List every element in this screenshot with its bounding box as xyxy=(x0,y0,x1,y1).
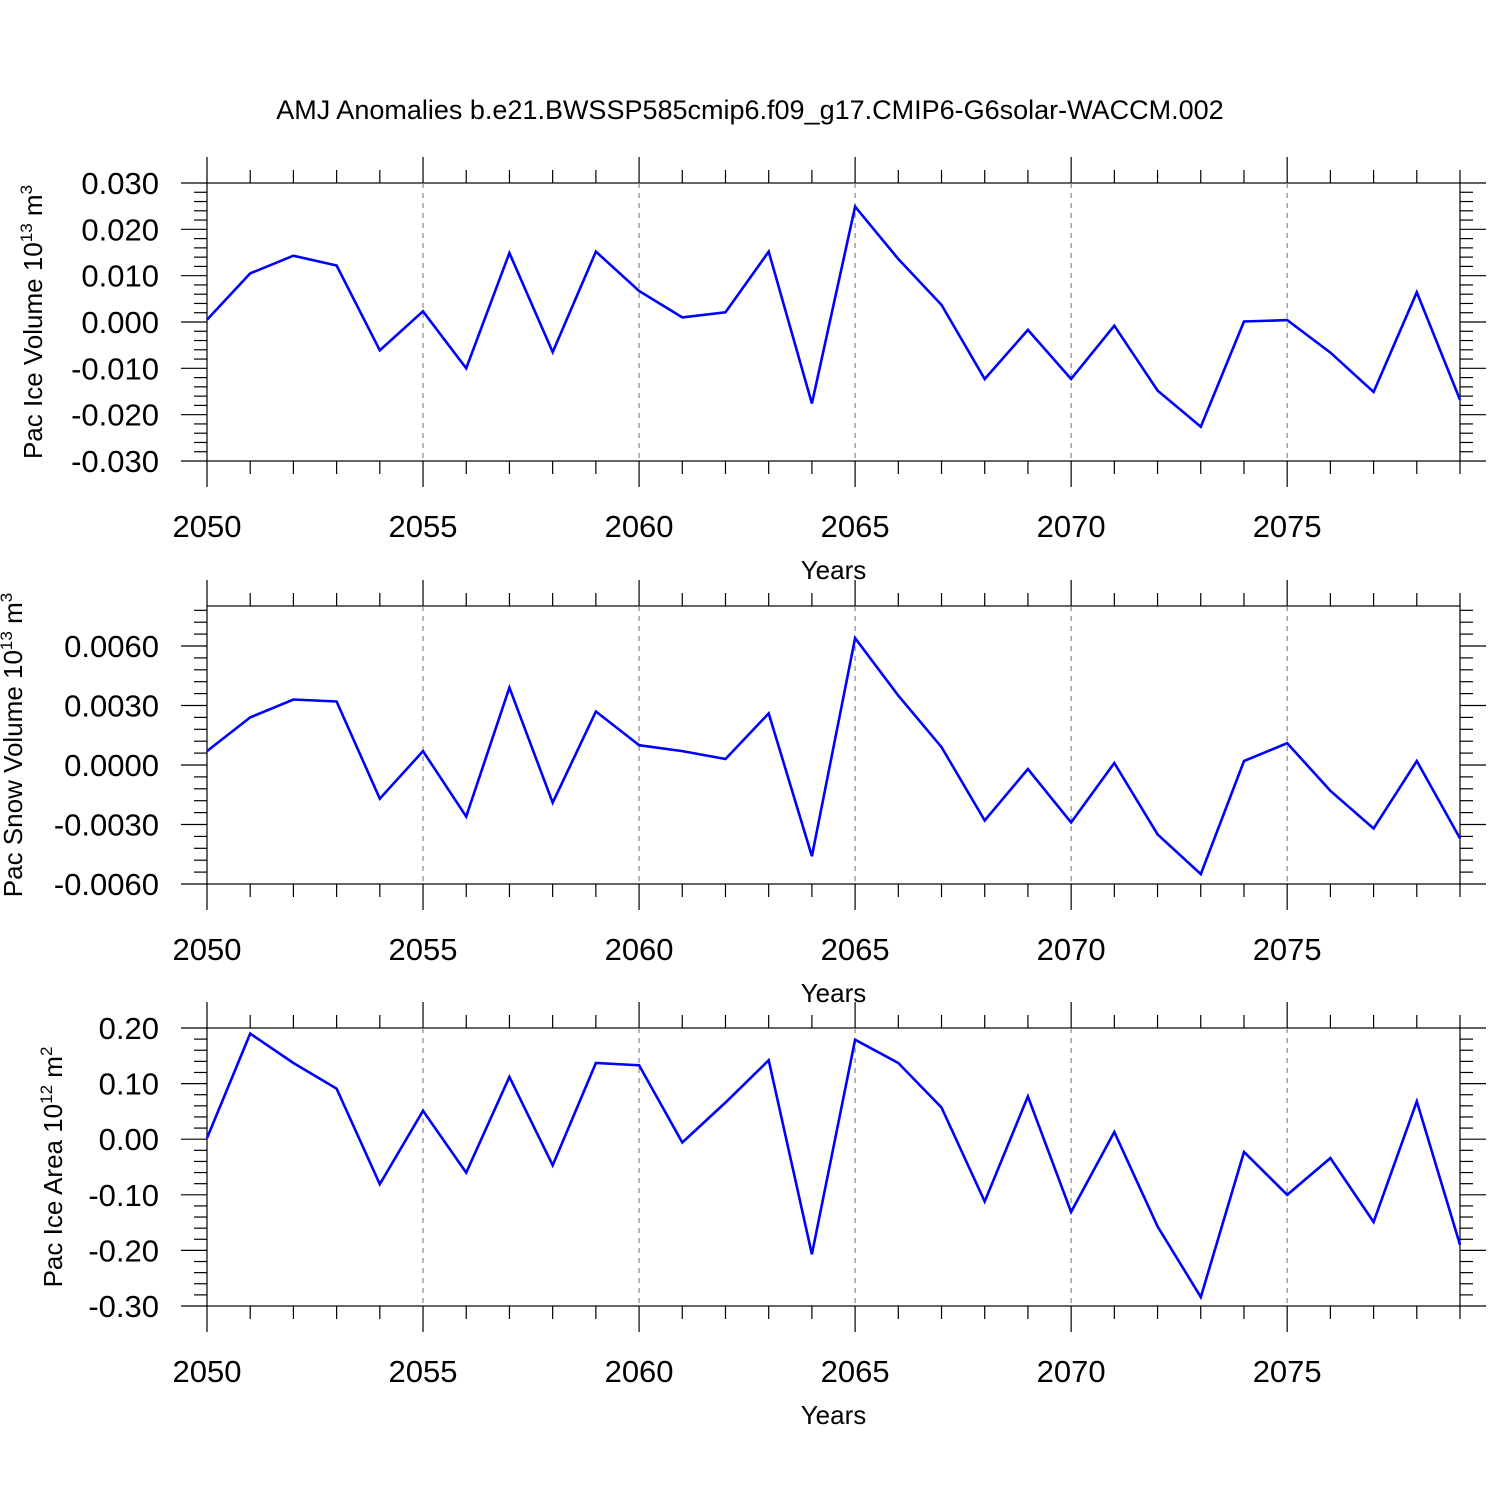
y-tick-label: 0.010 xyxy=(81,259,159,294)
chart-panel-3: 2050 2055 2060 2065 2070 2075 Years -0.30 -0.20 -… xyxy=(37,1002,1486,1430)
chart-panels: 2050 2055 2060 2065 2070 2075 Years -0.030 -0.02… xyxy=(0,157,1486,1430)
x-tick-label: 2055 xyxy=(389,509,458,544)
x-tick-label: 2065 xyxy=(821,1354,890,1389)
chart-panel-1: 2050 2055 2060 2065 2070 2075 Years -0.030 -0.02… xyxy=(17,157,1486,585)
x-axis-title: Years xyxy=(801,555,867,585)
plot-frame xyxy=(206,182,1461,462)
y-tick-label: 0.0000 xyxy=(64,748,159,783)
y-tick-label: 0.20 xyxy=(99,1011,159,1046)
y-tick-label: 0.00 xyxy=(99,1122,159,1157)
y-tick-label: 0.0060 xyxy=(64,629,159,664)
y-axis-title: Pac Ice Volume 1013 m3 xyxy=(17,185,48,459)
y-tick-label: 0.10 xyxy=(99,1067,159,1102)
y-tick-label: 0.030 xyxy=(81,166,159,201)
y-tick-label: 0.020 xyxy=(81,212,159,247)
y-axis-title: Pac Ice Area 1012 m2 xyxy=(37,1047,68,1288)
series-line xyxy=(206,203,1462,429)
x-tick-label: 2055 xyxy=(389,932,458,967)
x-axis-title: Years xyxy=(801,978,867,1008)
x-tick-label: 2050 xyxy=(173,932,242,967)
plot-frame xyxy=(206,1027,1461,1307)
x-tick-label: 2050 xyxy=(173,509,242,544)
y-tick-label: 0.0030 xyxy=(64,689,159,724)
x-tick-label: 2075 xyxy=(1253,932,1322,967)
y-tick-label: -0.0030 xyxy=(54,808,159,843)
plot-frame xyxy=(206,605,1461,885)
y-tick-label: -0.0060 xyxy=(54,867,159,902)
y-axis-title: Pac Snow Volume 1013 m3 xyxy=(0,593,28,897)
x-tick-label: 2060 xyxy=(605,932,674,967)
x-tick-label: 2070 xyxy=(1037,509,1106,544)
x-tick-label: 2075 xyxy=(1253,1354,1322,1389)
y-tick-label: -0.30 xyxy=(88,1289,159,1324)
x-tick-label: 2065 xyxy=(821,932,890,967)
y-tick-label: -0.030 xyxy=(71,444,159,479)
x-tick-label: 2075 xyxy=(1253,509,1322,544)
figure-title: AMJ Anomalies b.e21.BWSSP585cmip6.f09_g1… xyxy=(276,95,1223,125)
y-tick-label: -0.020 xyxy=(71,398,159,433)
y-tick-label: 0.000 xyxy=(81,305,159,340)
x-axis-title: Years xyxy=(801,1400,867,1430)
x-tick-label: 2065 xyxy=(821,509,890,544)
x-tick-label: 2060 xyxy=(605,1354,674,1389)
series-line xyxy=(205,1031,1462,1301)
x-tick-label: 2070 xyxy=(1037,1354,1106,1389)
x-tick-label: 2070 xyxy=(1037,932,1106,967)
x-tick-label: 2055 xyxy=(389,1354,458,1389)
chart-panel-2: 2050 2055 2060 2065 2070 2075 Years -0.0060 -0.0… xyxy=(0,580,1486,1008)
y-tick-label: -0.010 xyxy=(71,351,159,386)
series-line xyxy=(206,634,1462,877)
y-tick-label: -0.20 xyxy=(88,1233,159,1268)
y-tick-label: -0.10 xyxy=(88,1178,159,1213)
x-tick-label: 2060 xyxy=(605,509,674,544)
x-tick-label: 2050 xyxy=(173,1354,242,1389)
